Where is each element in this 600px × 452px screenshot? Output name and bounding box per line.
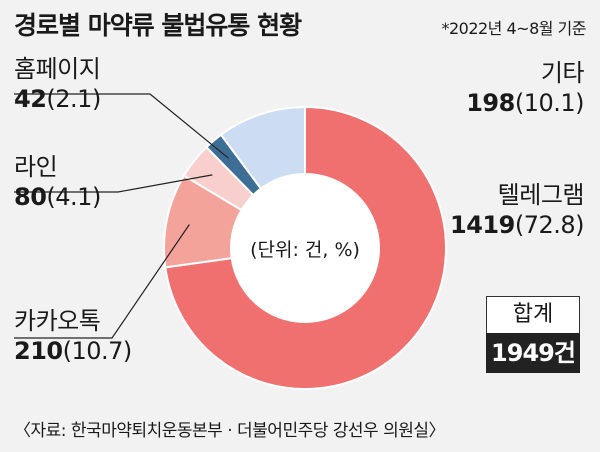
source-note: 〈자료: 한국마약퇴치운동본부 · 더불어민주당 강선우 의원실〉: [14, 421, 446, 441]
total-value: 1949건: [486, 333, 580, 373]
label-line-name: 라인: [14, 153, 58, 181]
label-kakaotalk-name: 카카오톡: [14, 307, 101, 335]
chart-title: 경로별 마약류 불법유통 현황: [14, 11, 302, 40]
leader-line-kakaotalk: [14, 224, 190, 339]
slice-telegram: [164, 105, 447, 390]
donut-hole: [231, 174, 379, 322]
label-other-value: 198(10.1): [466, 89, 584, 117]
label-homepage-name: 홈페이지: [14, 55, 101, 83]
label-telegram: 텔레그램 1419(72.8): [450, 180, 584, 240]
center-unit-label: (단위: 건, %): [250, 239, 360, 261]
label-kakaotalk-value: 210(10.7): [14, 337, 132, 365]
label-other: 기타 198(10.1): [466, 58, 584, 118]
leader-line-line: [14, 174, 213, 193]
leader-line-homepage: [14, 93, 229, 159]
label-telegram-value: 1419(72.8): [450, 211, 584, 239]
label-line: 라인 80(4.1): [14, 152, 101, 212]
total-box: 합계 1949건: [486, 296, 580, 373]
label-other-name: 기타: [540, 59, 585, 87]
total-label: 합계: [486, 296, 580, 333]
label-homepage-value: 42(2.1): [14, 85, 101, 113]
label-line-value: 80(4.1): [14, 183, 101, 211]
label-telegram-name: 텔레그램: [497, 181, 585, 209]
chart-subtitle: *2022년 4~8월 기준: [441, 19, 586, 38]
label-kakaotalk: 카카오톡 210(10.7): [14, 306, 132, 366]
label-homepage: 홈페이지 42(2.1): [14, 54, 101, 114]
